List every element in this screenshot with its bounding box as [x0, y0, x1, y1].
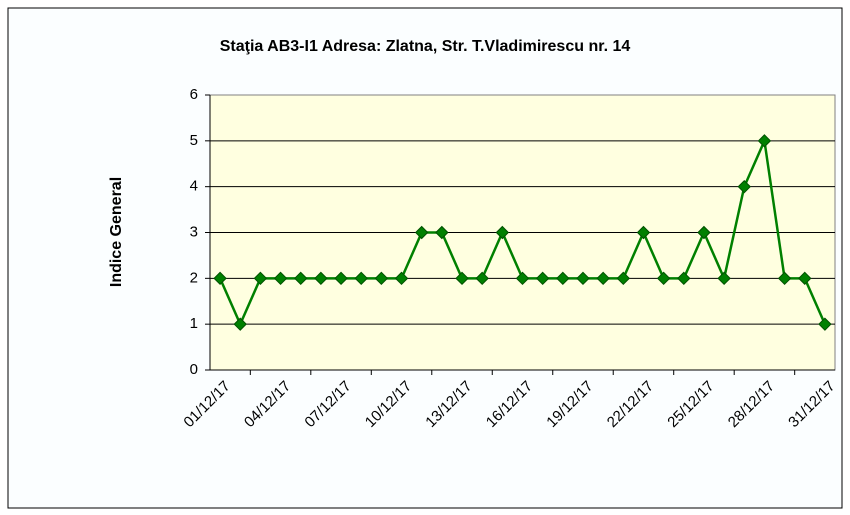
data-point	[777, 271, 792, 286]
data-point	[818, 317, 832, 331]
data-point	[556, 271, 570, 286]
data-point	[213, 271, 227, 286]
data-point	[757, 134, 772, 148]
data-point	[495, 225, 510, 240]
data-point	[253, 271, 268, 286]
data-point	[414, 225, 429, 240]
data-point	[475, 271, 489, 286]
data-point	[334, 271, 348, 286]
data-point	[656, 271, 671, 286]
data-point	[394, 271, 409, 286]
y-tick-label: 5	[190, 132, 198, 149]
data-point	[515, 271, 530, 286]
data-point	[273, 271, 288, 286]
y-tick-label: 3	[190, 223, 198, 240]
data-point	[616, 271, 631, 286]
data-point	[455, 271, 469, 286]
data-point	[535, 271, 550, 286]
y-axis-label: Indice General	[108, 177, 125, 287]
data-point	[737, 179, 751, 194]
data-point	[374, 271, 389, 286]
data-point	[233, 317, 247, 331]
data-point	[677, 271, 691, 286]
y-tick-label: 6	[190, 86, 198, 103]
data-point	[717, 271, 731, 286]
y-tick-label: 2	[190, 269, 198, 286]
data-point	[636, 225, 651, 240]
y-tick-label: 0	[190, 361, 198, 378]
y-tick-label: 1	[190, 315, 198, 332]
data-point	[314, 271, 328, 286]
data-point	[596, 271, 610, 286]
data-point	[435, 225, 449, 240]
data-point	[294, 271, 308, 286]
data-point	[697, 225, 711, 240]
data-point	[576, 271, 590, 286]
y-tick-label: 4	[190, 178, 198, 195]
data-point	[798, 271, 812, 286]
data-point	[354, 271, 368, 286]
chart-title: Staţia AB3-I1 Adresa: Zlatna, Str. T.Vla…	[220, 38, 631, 55]
